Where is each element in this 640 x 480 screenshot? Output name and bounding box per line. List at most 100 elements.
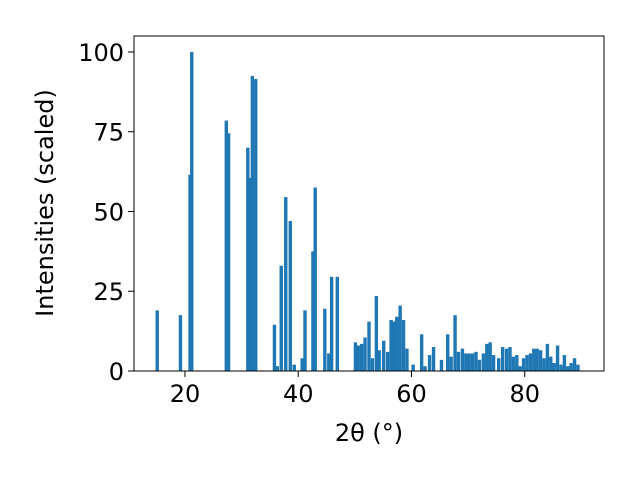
x-tick-label: 20: [170, 380, 201, 408]
bar: [275, 366, 279, 371]
bar: [313, 187, 317, 371]
bar: [377, 350, 381, 371]
bar: [431, 347, 436, 371]
x-tick-label: 60: [396, 380, 427, 408]
bar: [246, 147, 250, 371]
bar: [367, 321, 371, 371]
x-tick-label: 80: [509, 380, 540, 408]
y-tick-label: 50: [93, 198, 124, 226]
bar: [370, 358, 375, 371]
bar: [559, 364, 563, 371]
bar: [401, 319, 406, 371]
x-axis-title: 2θ (°): [335, 419, 403, 447]
bar: [226, 133, 231, 371]
bar: [284, 197, 288, 371]
bar: [272, 324, 277, 371]
bar: [374, 296, 379, 371]
bar: [525, 355, 529, 371]
bar: [411, 364, 415, 371]
bar: [535, 348, 539, 371]
bar: [155, 310, 159, 371]
bar: [464, 353, 468, 371]
bar: [538, 350, 543, 371]
bar: [511, 356, 516, 371]
x-tick-label: 40: [283, 380, 314, 408]
bar: [398, 305, 402, 371]
bar: [446, 334, 450, 371]
bar: [335, 276, 339, 371]
bar: [467, 353, 471, 371]
bar: [528, 353, 533, 371]
bar: [545, 343, 550, 371]
bar: [419, 334, 424, 371]
bar: [491, 355, 496, 371]
bar: [190, 51, 194, 371]
bar: [288, 221, 292, 371]
bar: [311, 251, 315, 371]
bar: [224, 120, 228, 371]
bar: [460, 348, 465, 371]
y-tick-label: 100: [78, 39, 124, 67]
bar: [470, 353, 475, 371]
bar: [576, 364, 580, 371]
bar: [356, 345, 360, 371]
bar: [515, 355, 519, 371]
bar: [481, 353, 486, 371]
y-tick-label: 25: [93, 278, 124, 306]
bar: [488, 342, 492, 371]
bar: [456, 351, 461, 371]
bar: [323, 308, 327, 371]
bar: [552, 363, 556, 371]
bar: [395, 316, 399, 371]
y-axis-title: Intensities (scaled): [31, 89, 59, 317]
bar: [504, 348, 509, 371]
bar: [382, 340, 386, 371]
bar: [500, 347, 505, 371]
bar: [572, 358, 577, 371]
y-axis: 0 25 50 75 100: [78, 39, 134, 386]
bar-series: [155, 51, 580, 371]
bar: [427, 355, 432, 371]
bar: [279, 265, 283, 371]
bar: [439, 359, 444, 371]
bar: [423, 366, 427, 371]
bar: [353, 342, 358, 371]
x-axis: 20 40 60 80: [170, 371, 540, 408]
bar: [303, 310, 307, 371]
bar: [363, 337, 367, 371]
y-tick-label: 0: [109, 358, 124, 386]
bar: [389, 319, 393, 371]
bar: [532, 348, 536, 371]
bar: [405, 348, 409, 371]
bar: [248, 177, 252, 371]
bar: [496, 358, 501, 371]
bar: [292, 364, 296, 371]
bar: [549, 356, 553, 371]
bar: [449, 356, 453, 371]
bar: [474, 351, 478, 371]
bar: [300, 358, 304, 371]
bar: [385, 351, 390, 371]
bar: [327, 353, 331, 371]
bar: [250, 75, 255, 371]
bar: [254, 79, 258, 371]
bar: [485, 343, 489, 371]
bar: [518, 366, 522, 371]
bar: [555, 345, 560, 371]
bar: [562, 355, 567, 371]
bar: [392, 321, 396, 371]
bar: [178, 315, 183, 371]
bar: [359, 343, 364, 371]
bar: [569, 363, 573, 371]
bar: [566, 366, 570, 371]
bar: [508, 347, 512, 371]
bar: [542, 358, 546, 371]
axes-frame: [133, 35, 605, 372]
bar: [477, 359, 482, 371]
y-tick-label: 75: [93, 119, 124, 147]
bar: [329, 276, 334, 371]
bar: [453, 315, 457, 371]
bar: [521, 358, 526, 371]
